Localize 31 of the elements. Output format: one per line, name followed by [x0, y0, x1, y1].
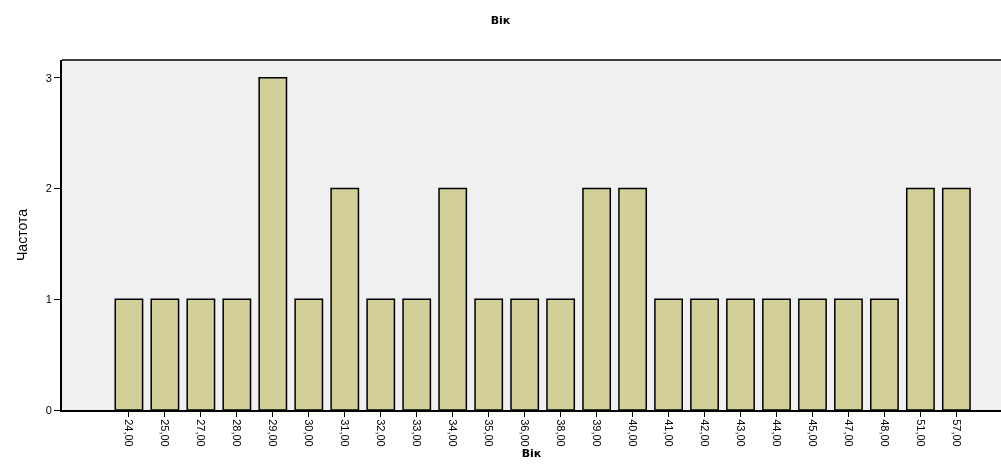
x-tick-label: 43,00	[734, 419, 747, 447]
x-tick-label: 40,00	[627, 419, 640, 447]
x-axis-title: Вік	[521, 446, 542, 460]
x-tick-label: 28,00	[231, 419, 244, 447]
x-tick-label: 27,00	[195, 419, 208, 447]
x-tick-label: 31,00	[339, 419, 352, 447]
x-tick-label: 25,00	[159, 419, 172, 447]
y-tick-label: 3	[45, 71, 52, 84]
x-tick-label: 41,00	[662, 419, 675, 447]
x-tick-label: 29,00	[267, 419, 280, 447]
y-tick-label: 0	[45, 403, 52, 416]
x-tick-label: 34,00	[447, 419, 460, 447]
x-tick-label: 32,00	[375, 419, 388, 447]
x-tick-label: 35,00	[483, 419, 496, 447]
chart-title: Вік	[490, 14, 511, 28]
x-tick-label: 36,00	[519, 419, 532, 447]
x-tick-label: 44,00	[770, 419, 783, 447]
y-tick-label: 1	[45, 293, 52, 306]
x-tick-label: 33,00	[411, 419, 424, 447]
x-tick-label: 48,00	[878, 419, 891, 447]
x-tick-label: 30,00	[303, 419, 316, 447]
x-tick-label: 24,00	[123, 419, 136, 447]
x-tick-label: 57,00	[950, 419, 963, 447]
x-tick-label: 38,00	[555, 419, 568, 447]
x-tick-label: 45,00	[806, 419, 819, 447]
x-tick-label: 51,00	[914, 419, 927, 447]
x-tick-label: 47,00	[842, 419, 855, 447]
y-tick-label: 2	[45, 182, 52, 195]
y-axis-title: Частота	[13, 208, 30, 261]
x-tick-label: 39,00	[591, 419, 604, 447]
x-tick-label: 42,00	[698, 419, 711, 447]
